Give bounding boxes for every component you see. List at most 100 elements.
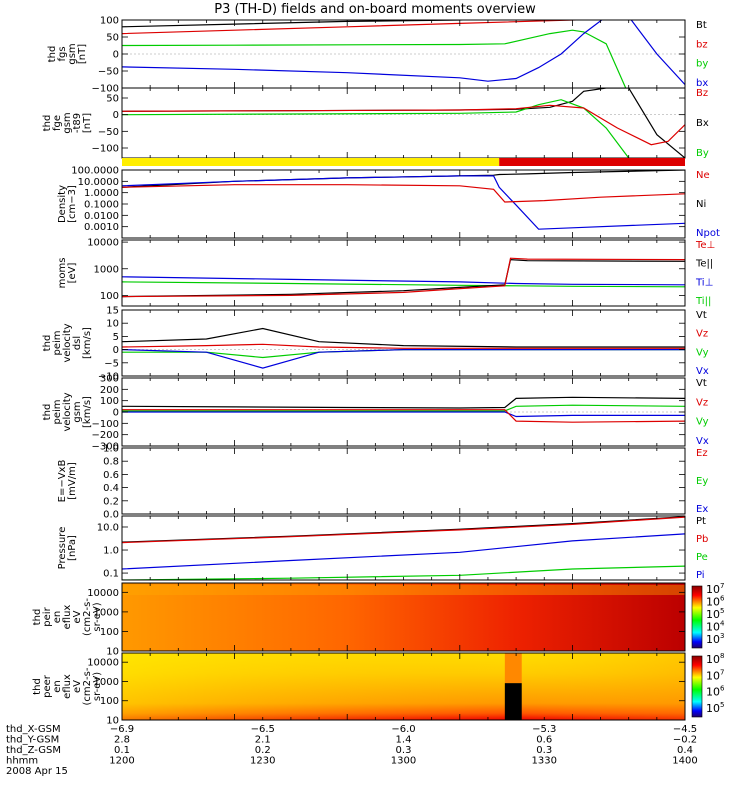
colorbar bbox=[691, 655, 703, 718]
series-By bbox=[122, 99, 630, 158]
x-tick-label: 0.3 bbox=[536, 745, 552, 756]
panel-background bbox=[122, 448, 685, 514]
x-tick-label: 0.2 bbox=[255, 745, 271, 756]
y-axis-label: [km/s] bbox=[82, 327, 93, 359]
y-axis-label: en bbox=[52, 680, 63, 693]
y-tick-label: 1.0 bbox=[103, 546, 119, 557]
y-tick-label: 0.1 bbox=[103, 569, 119, 580]
x-tick-label: 1230 bbox=[250, 756, 275, 767]
series-Bz bbox=[122, 104, 685, 146]
legend-Vy: Vy bbox=[696, 347, 709, 358]
y-axis-label: sr-eV) bbox=[92, 602, 103, 631]
panel-11: 108 107 106 105 10000 1000 100 10 thd peer en eflux… bbox=[32, 652, 725, 727]
x-tick-label: −4.5 bbox=[673, 724, 697, 735]
y-tick-label: 1000 bbox=[94, 677, 119, 688]
y-axis-label: peer bbox=[42, 674, 53, 698]
y-axis-label: eflux bbox=[62, 605, 73, 630]
y-axis-label: gsm bbox=[67, 43, 78, 64]
panel-background bbox=[122, 170, 685, 238]
y-tick-label: 0.0010 bbox=[84, 222, 119, 233]
legend-by: by bbox=[696, 59, 708, 70]
legend-Vz: Vz bbox=[696, 329, 708, 340]
y-tick-label: 10.0 bbox=[97, 522, 119, 533]
y-axis-label: Density bbox=[57, 185, 68, 223]
y-axis-label: peim bbox=[52, 399, 63, 424]
x-tick-label: −6.0 bbox=[391, 724, 415, 735]
y-axis-label: gsm bbox=[72, 401, 83, 422]
x-row-label: thd_Z-GSM bbox=[6, 745, 61, 756]
legend-Ez: Ez bbox=[696, 448, 708, 459]
series-Vz bbox=[122, 343, 685, 349]
y-tick-label: 100.0000 bbox=[71, 166, 119, 177]
panel-background bbox=[122, 310, 685, 376]
x-row-label: thd_Y-GSM bbox=[6, 735, 59, 746]
legend-Vx: Vx bbox=[696, 366, 709, 377]
legend-Pi: Pi bbox=[696, 570, 705, 581]
panel-6: Vt Vz Vy Vx 15 10 5 0 −5 −10 thd peim velocity dsl [km… bbox=[42, 306, 709, 383]
date-label: 2008 Apr 15 bbox=[6, 766, 68, 777]
series-Ne bbox=[122, 184, 685, 203]
y-axis-label: [nT] bbox=[77, 44, 88, 64]
y-tick-label: 200 bbox=[100, 385, 119, 396]
y-tick-label: −100 bbox=[92, 419, 119, 430]
y-tick-label: −100 bbox=[92, 84, 119, 95]
y-axis-label: fge bbox=[52, 115, 63, 131]
y-axis-label: gsm bbox=[62, 112, 73, 133]
series-Vt bbox=[122, 396, 685, 409]
page-title: P3 (TH-D) fields and on-board moments ov… bbox=[214, 2, 536, 17]
legend-Ey: Ey bbox=[696, 476, 708, 487]
y-tick-label: −300 bbox=[92, 442, 119, 453]
y-tick-label: 1000 bbox=[94, 264, 119, 275]
y-tick-label: 10.0000 bbox=[78, 177, 119, 188]
y-tick-label: 10 bbox=[106, 647, 119, 658]
y-axis-label: thd bbox=[42, 115, 53, 132]
legend-Npot: Npot bbox=[696, 228, 720, 239]
x-tick-label: −6.5 bbox=[251, 724, 275, 735]
colorbar-exponent: 6 bbox=[720, 595, 725, 603]
colorbar-label: 105 bbox=[706, 607, 724, 621]
x-tick-label: 1300 bbox=[391, 756, 416, 767]
x-tick-label: 1.4 bbox=[396, 735, 412, 746]
colorbar-exponent: 3 bbox=[720, 632, 724, 640]
y-axis-label: eV bbox=[72, 610, 83, 623]
y-tick-label: 0 bbox=[113, 408, 119, 419]
colorbar-label: 107 bbox=[706, 668, 724, 682]
y-tick-label: 10000 bbox=[87, 238, 119, 249]
y-tick-label: 1.0000 bbox=[84, 188, 119, 199]
y-tick-label: 300 bbox=[100, 374, 119, 385]
series-Vx bbox=[122, 411, 685, 418]
y-tick-label: 100 bbox=[100, 291, 119, 302]
panel-5: Te⊥ Te|| Ti⊥ Ti|| 10000 1000 100 moms [eV] bbox=[57, 238, 715, 307]
y-axis-label: thd bbox=[32, 609, 43, 626]
x-tick-label: 1400 bbox=[672, 756, 697, 767]
y-axis-label: [eV] bbox=[67, 263, 78, 284]
series-bx bbox=[122, 20, 685, 86]
legend-Bz: Bz bbox=[696, 88, 708, 99]
legend-Ex: Ex bbox=[696, 504, 708, 515]
x-tick-label: 0.4 bbox=[677, 745, 693, 756]
series-Vz bbox=[122, 409, 685, 423]
x-tick-label: 2.8 bbox=[114, 735, 130, 746]
y-axis-label: peir bbox=[42, 606, 53, 626]
y-tick-label: 1.0 bbox=[103, 444, 119, 455]
legend-Ti||: Ti|| bbox=[695, 296, 711, 307]
colorbar-exponent: 6 bbox=[720, 685, 725, 693]
legend-Te||: Te|| bbox=[695, 259, 713, 270]
series-Pi bbox=[122, 533, 685, 570]
series-by bbox=[122, 29, 627, 88]
y-axis-label: thd bbox=[32, 678, 43, 695]
colorbar-exponent: 5 bbox=[720, 701, 724, 709]
legend-Bt: Bt bbox=[696, 20, 707, 31]
y-tick-label: 0.4 bbox=[103, 483, 119, 494]
y-tick-label: 10 bbox=[106, 716, 119, 727]
legend-By: By bbox=[696, 148, 709, 159]
series-Vy bbox=[122, 404, 685, 412]
y-axis-label: [cm−3] bbox=[67, 185, 78, 223]
y-tick-label: −200 bbox=[92, 430, 119, 441]
spectrogram-overlay bbox=[122, 653, 685, 720]
y-axis-label: velocity bbox=[62, 323, 73, 362]
y-tick-label: −5 bbox=[104, 358, 119, 369]
